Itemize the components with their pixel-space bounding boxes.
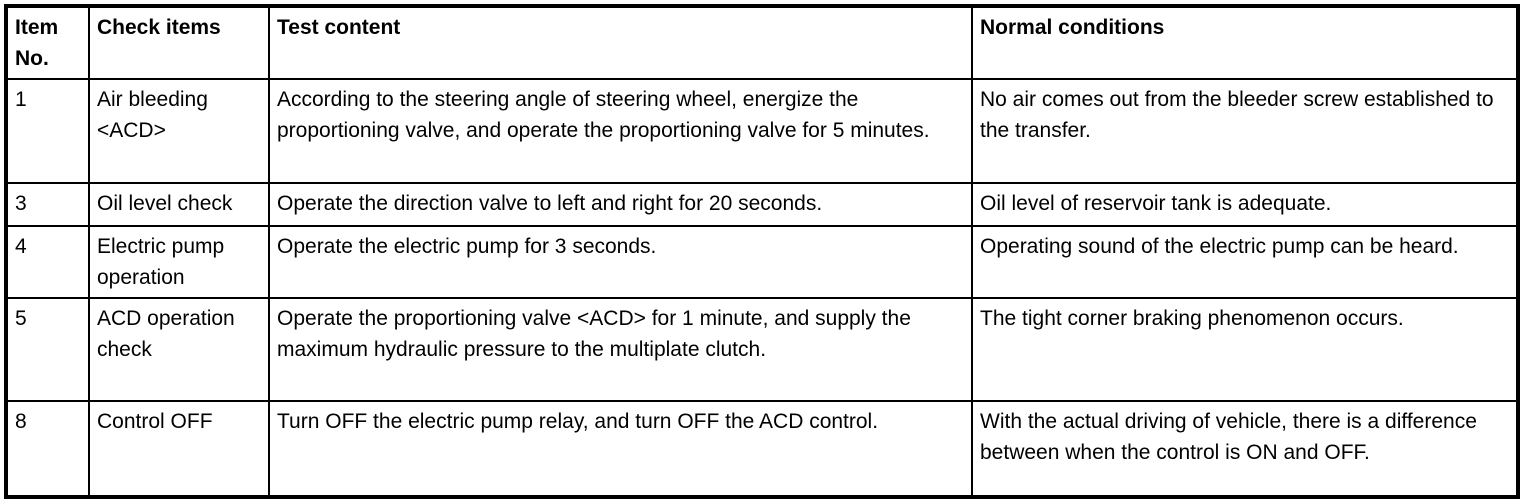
cell-item-no: 8 xyxy=(5,400,90,498)
cell-check-item: Air bleeding <ACD> xyxy=(88,78,270,184)
cell-item-no: 1 xyxy=(5,78,90,184)
cell-normal-condition: The tight corner braking phenomenon occu… xyxy=(971,297,1519,402)
cell-item-no: 5 xyxy=(5,297,90,402)
acd-check-table: Item No. Check items Test content Normal… xyxy=(4,4,1520,499)
cell-item-no: 3 xyxy=(5,182,90,227)
table-row: 1 Air bleeding <ACD> According to the st… xyxy=(5,78,1519,184)
cell-normal-condition: With the actual driving of vehicle, ther… xyxy=(971,400,1519,498)
column-header-item-no: Item No. xyxy=(5,5,90,80)
table-row: 8 Control OFF Turn OFF the electric pump… xyxy=(5,400,1519,498)
table-header-row: Item No. Check items Test content Normal… xyxy=(5,5,1519,80)
column-header-check-items: Check items xyxy=(88,5,270,80)
table-row: 4 Electric pump operation Operate the el… xyxy=(5,225,1519,299)
cell-item-no: 4 xyxy=(5,225,90,299)
cell-check-item: Control OFF xyxy=(88,400,270,498)
table-row: 5 ACD operation check Operate the propor… xyxy=(5,297,1519,402)
cell-test-content: Operate the direction valve to left and … xyxy=(268,182,973,227)
cell-normal-condition: Oil level of reservoir tank is adequate. xyxy=(971,182,1519,227)
cell-test-content: Operate the proportioning valve <ACD> fo… xyxy=(268,297,973,402)
table-row: 3 Oil level check Operate the direction … xyxy=(5,182,1519,227)
cell-check-item: Oil level check xyxy=(88,182,270,227)
cell-check-item: Electric pump operation xyxy=(88,225,270,299)
column-header-normal-conditions: Normal conditions xyxy=(971,5,1519,80)
column-header-test-content: Test content xyxy=(268,5,973,80)
cell-normal-condition: No air comes out from the bleeder screw … xyxy=(971,78,1519,184)
cell-test-content: Operate the electric pump for 3 seconds. xyxy=(268,225,973,299)
cell-test-content: According to the steering angle of steer… xyxy=(268,78,973,184)
cell-check-item: ACD operation check xyxy=(88,297,270,402)
cell-normal-condition: Operating sound of the electric pump can… xyxy=(971,225,1519,299)
cell-test-content: Turn OFF the electric pump relay, and tu… xyxy=(268,400,973,498)
